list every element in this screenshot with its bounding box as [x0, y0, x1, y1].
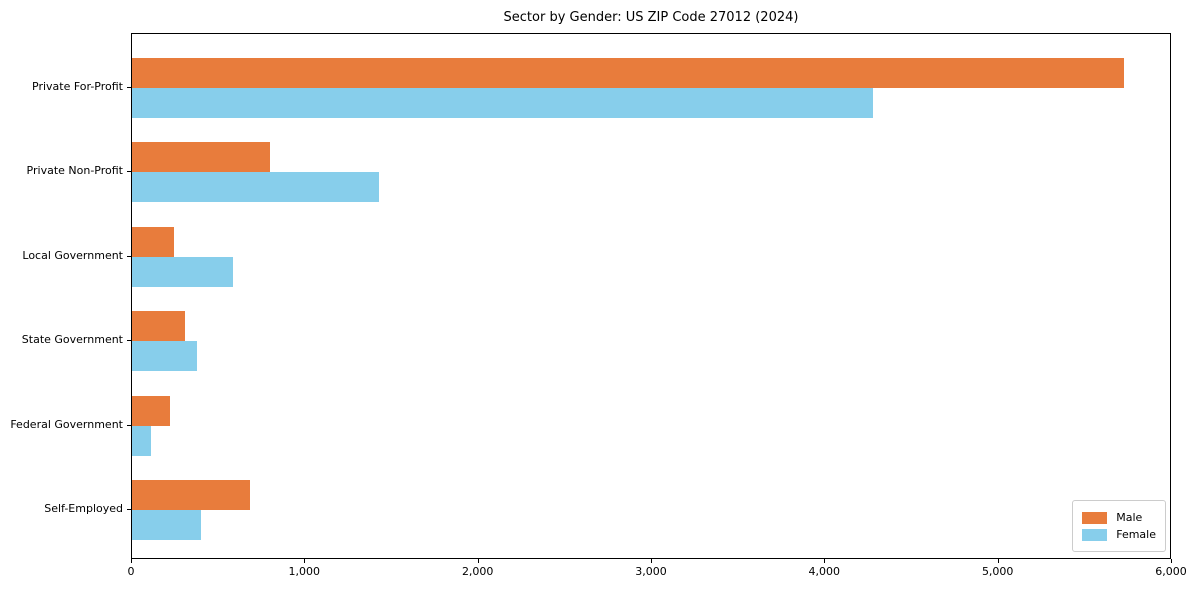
legend-label-female: Female — [1116, 528, 1156, 541]
y-tick-label: State Government — [21, 333, 123, 347]
x-tick-label: 6,000 — [1155, 565, 1187, 578]
x-tick-mark — [131, 559, 132, 563]
x-tick-mark — [1171, 559, 1172, 563]
bar-male-1 — [132, 58, 1125, 88]
x-tick-label: 0 — [127, 565, 135, 578]
x-tick-label: 1,000 — [288, 565, 321, 578]
y-tick-label: Private For-Profit — [32, 80, 123, 93]
y-tick-mark — [127, 255, 131, 257]
bar-male-4 — [132, 311, 185, 342]
chart-title: Sector by Gender: US ZIP Code 27012 (202… — [503, 10, 799, 25]
x-tick-mark — [651, 559, 652, 563]
bar-male-3 — [132, 226, 174, 257]
y-tick-label: Federal Government — [10, 417, 123, 431]
bar-female-6 — [132, 510, 202, 540]
x-tick-mark — [997, 559, 999, 563]
x-tick-label: 4,000 — [808, 565, 841, 578]
x-tick-label: 3,000 — [635, 565, 667, 578]
x-tick-label: 5,000 — [981, 565, 1014, 578]
legend-item-male: Male — [1082, 510, 1156, 525]
bar-female-3 — [132, 256, 234, 287]
y-tick-label: Private Non-Profit — [26, 164, 123, 178]
x-tick-mark — [477, 559, 479, 563]
x-tick-label: 2,000 — [461, 565, 494, 578]
legend-label-male: Male — [1116, 511, 1143, 524]
bar-female-4 — [132, 341, 197, 372]
y-tick-mark — [127, 171, 131, 173]
y-tick-mark — [127, 509, 131, 510]
x-tick-mark — [824, 559, 826, 563]
female-color-swatch — [1082, 528, 1108, 541]
x-tick-mark — [304, 559, 306, 563]
legend-item-female: Female — [1082, 527, 1156, 542]
male-color-swatch — [1082, 511, 1108, 524]
plot-area: Male Female — [131, 33, 1171, 559]
y-tick-label: Local Government — [22, 248, 123, 262]
y-tick-mark — [127, 340, 131, 342]
y-tick-mark — [127, 424, 131, 426]
bar-male-6 — [132, 480, 250, 510]
bar-female-5 — [132, 425, 152, 456]
legend: Male Female — [1072, 500, 1166, 552]
bar-male-5 — [132, 395, 171, 426]
y-tick-label: Self-Employed — [44, 502, 123, 515]
bar-female-2 — [132, 172, 379, 203]
bar-female-1 — [132, 88, 873, 118]
bar-male-2 — [132, 142, 270, 173]
y-tick-mark — [127, 87, 131, 88]
